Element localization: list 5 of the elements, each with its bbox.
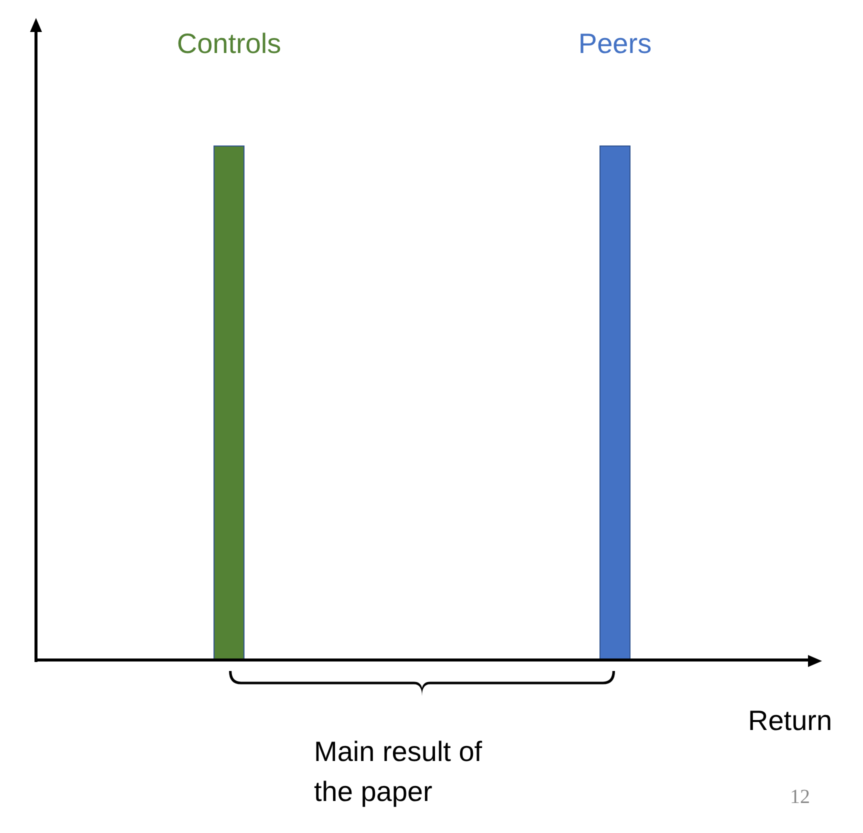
x-axis-title: Return [748, 705, 832, 737]
text: Main result of the paper [314, 735, 484, 809]
x-tick-label: Controls [176, 28, 282, 59]
x-tick-label: Peers [578, 28, 652, 59]
text: 12 [790, 786, 810, 809]
